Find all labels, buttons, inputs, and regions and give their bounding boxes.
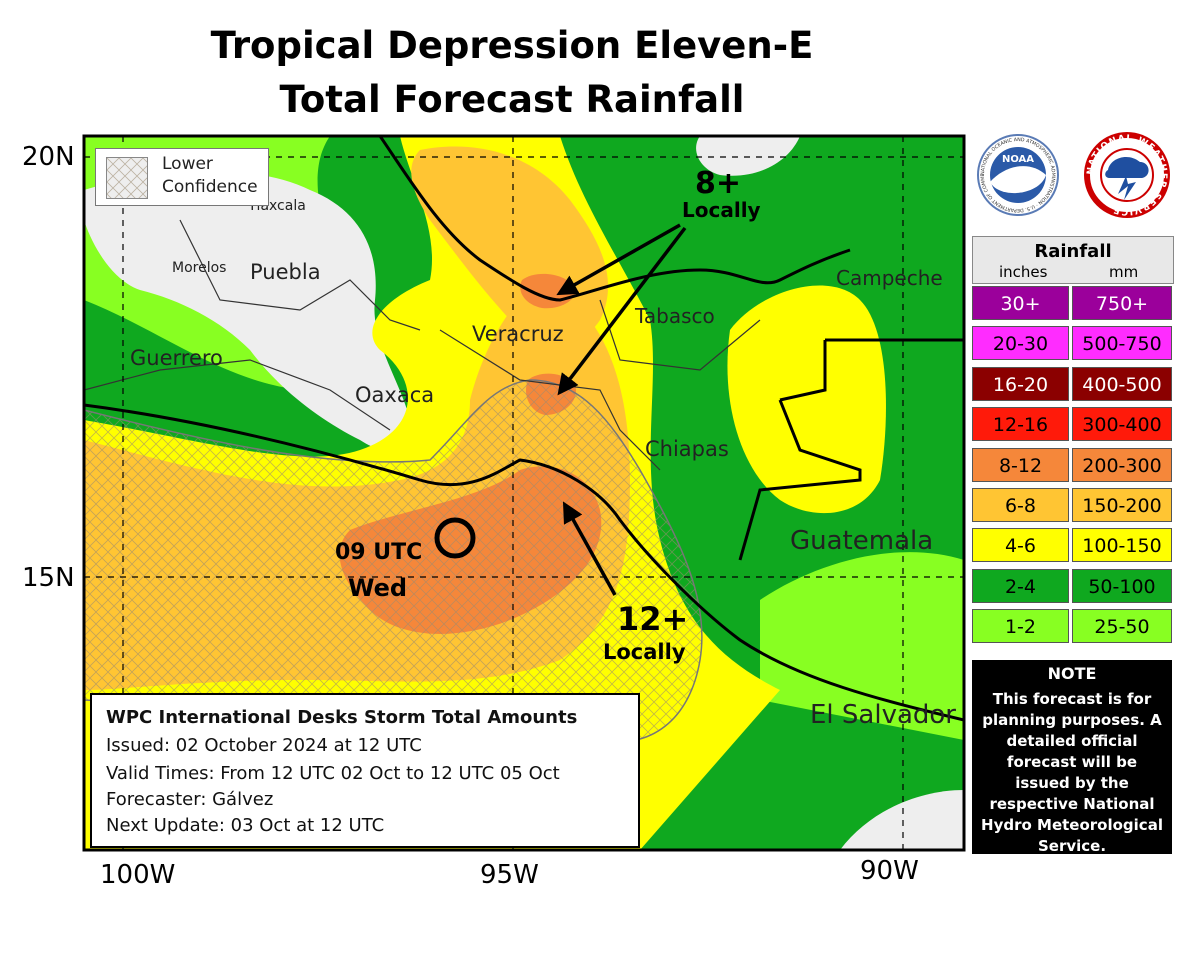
legend-mm-150-200: 150-200: [1072, 488, 1172, 522]
map-title-line-2: Total Forecast Rainfall: [279, 78, 745, 121]
no-rain-puebla: [84, 171, 410, 451]
nws-logo-icon: NATIONAL WEATHER SERVICE: [1084, 132, 1170, 218]
map-frame: [82, 134, 966, 852]
place-tabasco: Tabasco: [635, 304, 715, 328]
place-guatemala: Guatemala: [790, 526, 934, 556]
lon-label-100w: 100W: [100, 860, 176, 890]
arrow-to-north-max: [556, 223, 681, 296]
legend-inches-20-30: 20-30: [972, 326, 1069, 361]
place-el-salvador: El Salvador: [810, 700, 956, 730]
north-max-amount: 8+: [695, 166, 742, 201]
legend-mm-100-150: 100-150: [1072, 528, 1172, 563]
legend-mm-500-750: 500-750: [1072, 326, 1172, 361]
south-max-amount: 12+: [617, 600, 689, 638]
no-rain-southeast: [840, 790, 964, 850]
note-heading: NOTE: [1047, 664, 1097, 683]
rainfall-legend-header: Rainfall inches mm: [972, 236, 1174, 284]
legend-mm-750+: 750+: [1072, 286, 1172, 320]
legend-inches-16-20: 16-20: [972, 366, 1069, 401]
north-max-locally: Locally: [682, 198, 761, 222]
storm-day-label: Wed: [348, 574, 408, 602]
lower-confidence-line-1: Lower: [162, 154, 213, 174]
legend-mm-200-300: 200-300: [1072, 447, 1172, 482]
legend-inches-6-8: 6-8: [972, 488, 1069, 522]
noaa-logo-text: NOAA: [1002, 154, 1034, 165]
country-coastlines: [84, 136, 964, 722]
legend-inches-4-6: 4-6: [972, 528, 1069, 563]
place-oaxaca: Oaxaca: [355, 383, 435, 407]
legend-inches-8-12: 8-12: [972, 447, 1069, 482]
info-next-update: Next Update: 03 Oct at 12 UTC: [106, 815, 385, 836]
legend-mm-400-500: 400-500: [1072, 366, 1172, 401]
forecast-info-box: WPC International Desks Storm Total Amou…: [90, 693, 640, 848]
south-max-locally: Locally: [603, 640, 686, 664]
legend-mm-300-400: 300-400: [1072, 407, 1172, 442]
rain-band-4-6-east: [727, 285, 886, 514]
info-issued: Issued: 02 October 2024 at 12 UTC: [106, 735, 422, 756]
place-guerrero: Guerrero: [130, 346, 223, 370]
map-title-line-1: Tropical Depression Eleven-E: [210, 24, 814, 67]
note-body: This forecast is for planning purposes. …: [981, 690, 1163, 855]
lon-label-90w: 90W: [860, 856, 919, 886]
info-forecaster: Forecaster: Gálvez: [106, 789, 274, 810]
lower-confidence-legend: Lower Confidence: [95, 148, 269, 206]
lower-confidence-label: Lower Confidence: [162, 153, 258, 199]
legend-mm-25-50: 25-50: [1072, 609, 1172, 644]
note-box: NOTE This forecast is for planning purpo…: [972, 660, 1172, 855]
arrow-to-mid-max: [557, 226, 687, 396]
place-puebla: Puebla: [250, 260, 321, 284]
hatch-swatch: [106, 157, 148, 199]
place-veracruz: Veracruz: [472, 322, 564, 346]
storm-time-label: 09 UTC: [335, 540, 423, 565]
place-morelos: Morelos: [172, 260, 227, 276]
lat-label-20n: 20N: [22, 142, 75, 172]
legend-inches-2-4: 2-4: [972, 568, 1069, 603]
legend-inches-12-16: 12-16: [972, 407, 1069, 442]
no-rain-northeast: [696, 136, 800, 176]
legend-inches-1-2: 1-2: [972, 609, 1069, 644]
info-heading: WPC International Desks Storm Total Amou…: [106, 707, 578, 728]
lon-label-95w: 95W: [480, 860, 539, 890]
legend-unit-inches: inches: [999, 263, 1048, 281]
place-chiapas: Chiapas: [645, 437, 729, 461]
lower-confidence-line-2: Confidence: [162, 177, 258, 197]
lat-label-15n: 15N: [22, 563, 75, 593]
info-valid-times: Valid Times: From 12 UTC 02 Oct to 12 UT…: [106, 763, 560, 784]
legend-inches-30+: 30+: [972, 286, 1069, 320]
storm-position-marker: [434, 517, 476, 559]
legend-mm-50-100: 50-100: [1072, 568, 1172, 603]
state-borders: [84, 219, 761, 471]
arrow-to-south-max: [562, 501, 617, 596]
rainfall-legend-title: Rainfall: [1034, 241, 1112, 262]
place-campeche: Campeche: [836, 266, 943, 290]
legend-unit-mm: mm: [1109, 263, 1139, 281]
